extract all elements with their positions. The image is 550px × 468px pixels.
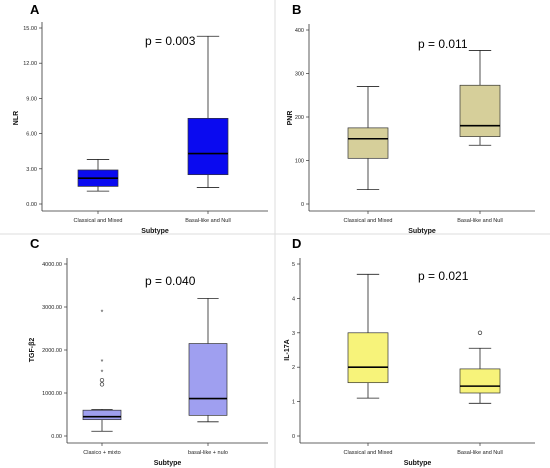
box-iqr [82, 409, 122, 421]
box-1 [347, 86, 389, 191]
box-iqr [347, 332, 389, 384]
y-tick-label: 3000.00 [42, 305, 62, 311]
y-axis-label: TGF-β2 [29, 338, 36, 363]
y-tick-label: 5 [292, 262, 295, 268]
x-axis-label: Subtype [141, 228, 169, 235]
extreme-marker: * [101, 370, 104, 377]
p-value-annotation: p = 0.021 [418, 269, 469, 283]
y-tick-label: 0.00 [26, 202, 37, 208]
box-iqr [187, 117, 229, 176]
y-tick-label: 4 [292, 296, 295, 302]
box-2 [188, 297, 228, 423]
y-tick-label: 12.00 [23, 61, 37, 67]
outlier-marker [99, 382, 105, 387]
box-1: * * * [82, 309, 122, 432]
y-tick-label: 6.00 [26, 132, 37, 138]
box-1 [347, 273, 389, 399]
panel-a: A 0.00 3.00 6.00 9.00 12.00 15.00 NLR Classical … [13, 2, 268, 235]
box-2 [187, 35, 229, 188]
box-iqr [459, 84, 501, 137]
box-iqr [188, 343, 228, 416]
x-tick-label: Clasico + mixto [83, 450, 120, 456]
panel-label: B [292, 2, 301, 17]
outlier-marker [99, 377, 105, 383]
y-tick-label: 2000.00 [42, 348, 62, 354]
panel-c: C 0.00 1000.00 2000.00 3000.00 4000.00 TGF-β2 C… [29, 236, 268, 467]
box-iqr [347, 127, 389, 159]
y-tick-label: 200 [295, 115, 304, 121]
outlier-marker [477, 330, 483, 335]
y-tick-label: 4000.00 [42, 262, 62, 268]
extreme-marker: * [101, 309, 104, 316]
extreme-marker: * [101, 359, 104, 366]
x-tick-label: Basal-like and Null [185, 218, 231, 224]
panel-label: C [30, 236, 40, 251]
y-tick-label: 1 [292, 400, 295, 406]
x-tick-label: Basal-like and Null [457, 450, 503, 456]
panel-b: B 0 100 200 300 400 PNR Classical and Mixed Basa… [287, 2, 535, 235]
p-value-annotation: p = 0.011 [418, 37, 468, 51]
y-tick-label: 3.00 [26, 167, 37, 173]
x-axis-label: Subtype [408, 228, 436, 235]
x-tick-label: Classical and Mixed [74, 218, 123, 224]
box-2 [459, 50, 501, 146]
y-tick-label: 0 [301, 202, 304, 208]
y-tick-label: 9.00 [26, 96, 37, 102]
panel-label: D [292, 236, 301, 251]
y-tick-label: 0 [292, 434, 295, 440]
y-tick-label: 1000.00 [42, 391, 62, 397]
box-1 [77, 159, 119, 192]
x-tick-label: Classical and Mixed [344, 450, 393, 456]
panel-d: D 0 1 2 3 4 5 IL-17A Classical and Mixed Basal-li… [284, 236, 535, 467]
p-value-annotation: p = 0.003 [145, 34, 196, 48]
p-value-annotation: p = 0.040 [145, 274, 196, 288]
y-axis-label: PNR [287, 111, 294, 126]
y-tick-label: 2 [292, 365, 295, 371]
panel-label: A [30, 2, 40, 17]
box-iqr [459, 368, 501, 394]
y-tick-label: 3 [292, 331, 295, 337]
y-tick-label: 400 [295, 28, 304, 34]
y-tick-label: 0.00 [51, 434, 62, 440]
y-axis-label: NLR [13, 111, 20, 125]
x-tick-label: basal-like + nulo [188, 450, 228, 456]
y-tick-label: 100 [295, 159, 304, 165]
box-2 [459, 330, 501, 404]
x-axis-label: Subtype [154, 460, 182, 467]
y-tick-label: 300 [295, 72, 304, 78]
x-tick-label: Basal-like and Null [457, 218, 503, 224]
y-axis-label: IL-17A [284, 339, 291, 360]
x-tick-label: Classical and Mixed [344, 218, 393, 224]
y-tick-label: 15.00 [23, 26, 37, 32]
x-axis-label: Subtype [404, 460, 432, 467]
